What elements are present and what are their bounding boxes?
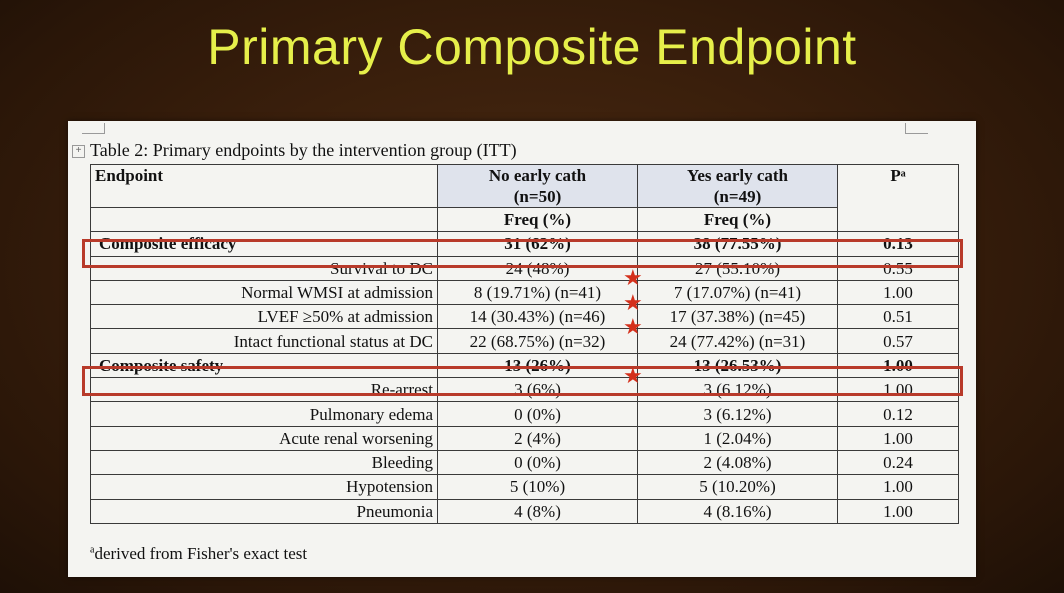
table-row: Hypotension 5 (10%) 5 (10.20%) 1.00 [90, 474, 959, 500]
row-p-value: 0.13 [837, 231, 959, 257]
table-row: Composite safety 13 (26%) 13 (26.53%) 1.00 [90, 352, 959, 379]
table-row: Normal WMSI at admission 8 (19.71%) (n=41… [90, 279, 959, 306]
table-row: Survival to DC 24 (48%) 27 (55.10%) 0.55 [90, 255, 959, 281]
header-yes-early-cath: Yes early cath (n=49) [637, 164, 838, 208]
table-row: Bleeding 0 (0%) 2 (4.08%) 0.24 [90, 449, 959, 476]
row-yes-early-cath-value: 7 (17.07%) (n=41) [637, 279, 838, 306]
table-move-handle-icon[interactable]: + [72, 145, 85, 158]
row-p-value: 0.12 [837, 401, 959, 427]
row-p-value: 1.00 [837, 279, 959, 306]
table-row: Re-arrest 3 (6%) 3 (6.12%) 1.00 [90, 377, 959, 403]
row-no-early-cath-value: 22 (68.75%) (n=32) [437, 328, 638, 354]
row-p-value: 0.24 [837, 449, 959, 476]
table-row: Composite efficacy 31 (62%) 38 (77.55%) 0.1… [90, 231, 959, 257]
table-document: + Table 2: Primary endpoints by the inte… [68, 121, 976, 577]
header-group1-n: (n=50) [513, 187, 562, 206]
row-yes-early-cath-value: 2 (4.08%) [637, 449, 838, 476]
table-row: LVEF ≥50% at admission 14 (30.43%) (n=46)… [90, 304, 959, 330]
star-icon: ★ [623, 291, 643, 316]
row-no-early-cath-value: 5 (10%) [437, 474, 638, 500]
row-yes-early-cath-value: 4 (8.16%) [637, 498, 838, 524]
footnote-text: derived from Fisher's exact test [94, 544, 308, 563]
row-yes-early-cath-value: 24 (77.42%) (n=31) [637, 328, 838, 354]
star-icon: ★ [623, 266, 643, 291]
table-subheader-row: Freq (%) Freq (%) [90, 206, 959, 233]
row-endpoint-label: Composite efficacy [90, 231, 438, 257]
row-endpoint-label: Acute renal worsening [90, 425, 438, 451]
table-row: Pulmonary edema 0 (0%) 3 (6.12%) 0.12 [90, 401, 959, 427]
header-p-value: Pᵃ [837, 163, 959, 233]
header-no-early-cath: No early cath (n=50) [437, 164, 638, 208]
header-group2-n: (n=49) [713, 187, 762, 206]
row-p-value: 0.51 [837, 304, 959, 330]
table-caption: Table 2: Primary endpoints by the interv… [90, 140, 517, 160]
row-no-early-cath-value: 14 (30.43%) (n=46) [437, 304, 638, 330]
row-no-early-cath-value: 0 (0%) [437, 401, 638, 427]
page-corner-mark [82, 123, 105, 134]
row-p-value: 1.00 [837, 498, 959, 524]
row-p-value: 0.57 [837, 328, 959, 354]
page-corner-mark [905, 123, 928, 134]
row-no-early-cath-value: 24 (48%) [437, 255, 638, 281]
row-yes-early-cath-value: 27 (55.10%) [637, 255, 838, 281]
row-yes-early-cath-value: 13 (26.53%) [637, 352, 838, 379]
row-yes-early-cath-value: 1 (2.04%) [637, 425, 838, 451]
row-p-value: 1.00 [837, 474, 959, 500]
star-icon: ★ [623, 364, 643, 389]
row-yes-early-cath-value: 17 (37.38%) (n=45) [637, 304, 838, 330]
table-header-row: Endpoint No early cath (n=50) Yes early … [90, 163, 959, 233]
table-row: Pneumonia 4 (8%) 4 (8.16%) 1.00 [90, 498, 959, 524]
header-freq-2: Freq (%) [637, 206, 838, 233]
row-no-early-cath-value: 2 (4%) [437, 425, 638, 451]
row-endpoint-label: LVEF ≥50% at admission [90, 304, 438, 330]
table-row: Acute renal worsening 2 (4%) 1 (2.04%) 1.00 [90, 425, 959, 451]
header-endpoint-blank [90, 206, 438, 233]
slide-title: Primary Composite Endpoint [207, 19, 857, 75]
row-no-early-cath-value: 31 (62%) [437, 231, 638, 257]
row-yes-early-cath-value: 3 (6.12%) [637, 401, 838, 427]
table-row: Intact functional status at DC 22 (68.75%… [90, 328, 959, 354]
row-no-early-cath-value: 0 (0%) [437, 449, 638, 476]
row-no-early-cath-value: 3 (6%) [437, 377, 638, 403]
row-yes-early-cath-value: 38 (77.55%) [637, 231, 838, 257]
row-no-early-cath-value: 13 (26%) [437, 352, 638, 379]
row-endpoint-label: Pulmonary edema [90, 401, 438, 427]
row-endpoint-label: Pneumonia [90, 498, 438, 524]
row-yes-early-cath-value: 5 (10.20%) [637, 474, 838, 500]
table-footnote: aderived from Fisher's exact test [90, 544, 307, 564]
footnote-mark: a [90, 544, 95, 556]
row-p-value: 1.00 [837, 425, 959, 451]
row-endpoint-label: Bleeding [90, 449, 438, 476]
header-group1-label: No early cath [488, 166, 587, 185]
row-endpoint-label: Composite safety [90, 352, 438, 379]
row-p-value: 1.00 [837, 352, 959, 379]
row-no-early-cath-value: 4 (8%) [437, 498, 638, 524]
header-endpoint: Endpoint [90, 164, 438, 208]
row-endpoint-label: Re-arrest [90, 377, 438, 403]
header-freq-1: Freq (%) [437, 206, 638, 233]
row-p-value: 0.55 [837, 255, 959, 281]
row-endpoint-label: Hypotension [90, 474, 438, 500]
row-endpoint-label: Survival to DC [90, 255, 438, 281]
endpoints-table: Endpoint No early cath (n=50) Yes early … [90, 163, 959, 524]
star-icon: ★ [623, 315, 643, 340]
row-no-early-cath-value: 8 (19.71%) (n=41) [437, 279, 638, 306]
header-group2-label: Yes early cath [686, 166, 789, 185]
row-p-value: 1.00 [837, 377, 959, 403]
row-endpoint-label: Intact functional status at DC [90, 328, 438, 354]
row-endpoint-label: Normal WMSI at admission [90, 279, 438, 306]
row-yes-early-cath-value: 3 (6.12%) [637, 377, 838, 403]
